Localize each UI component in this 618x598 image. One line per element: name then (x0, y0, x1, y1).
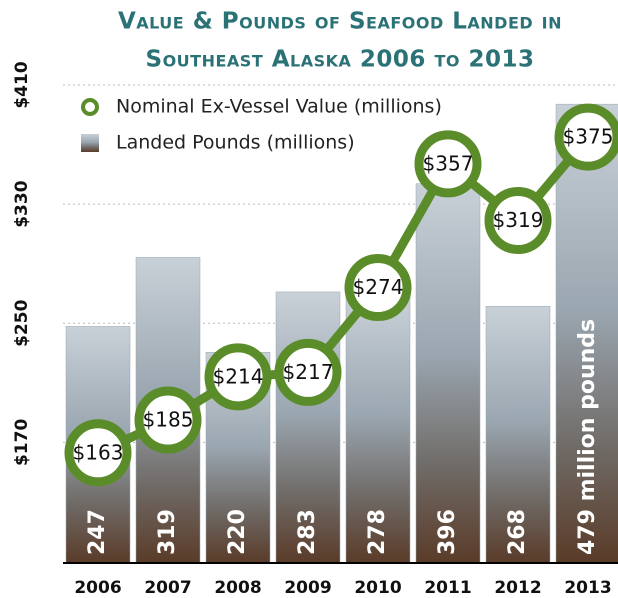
bar-label: 278 (365, 509, 390, 555)
point-label: $217 (283, 360, 334, 384)
line-point (64, 419, 132, 487)
line-point (134, 386, 202, 454)
chart-title: Value & Pounds of Seafood Landed in (118, 9, 562, 35)
bar-label: 220 (225, 509, 250, 555)
bar-label: 396 (435, 509, 460, 555)
x-tick-label: 2010 (354, 578, 401, 598)
y-tick-label: $250 (12, 299, 32, 346)
y-tick-label: $330 (12, 180, 32, 227)
point-label: $375 (563, 125, 614, 149)
bar-label: 479 million pounds (575, 319, 600, 555)
bar (415, 183, 481, 564)
point-label: $357 (423, 151, 474, 175)
x-tick-label: 2006 (74, 578, 121, 598)
x-tick-label: 2012 (494, 578, 541, 598)
y-tick-label: $410 (12, 61, 32, 108)
x-tick-label: 2013 (564, 578, 611, 598)
bar-label: 319 (155, 509, 180, 555)
legend-icon (81, 98, 99, 116)
legend-icon (81, 134, 99, 152)
y-tick-label: $170 (12, 419, 32, 466)
legend-label: Landed Pounds (millions) (116, 132, 355, 154)
bar-label: 268 (505, 509, 530, 555)
bar (345, 296, 411, 564)
line-point (484, 187, 552, 255)
line-point (204, 343, 272, 411)
bar (555, 103, 618, 564)
chart-title: Southeast Alaska 2006 to 2013 (146, 47, 535, 73)
legend-label: Nominal Ex-Vessel Value (millions) (116, 96, 442, 118)
point-label: $214 (213, 364, 264, 388)
point-label: $163 (73, 440, 124, 464)
line-point (554, 103, 618, 171)
bar (275, 291, 341, 564)
line-point (414, 130, 482, 198)
bar-label: 283 (295, 509, 320, 555)
x-tick-label: 2009 (284, 578, 331, 598)
point-label: $319 (493, 208, 544, 232)
point-label: $185 (143, 408, 194, 432)
x-tick-label: 2007 (144, 578, 191, 598)
x-tick-label: 2011 (424, 578, 471, 598)
bar (485, 306, 551, 564)
line-point (274, 338, 342, 406)
line-point (344, 254, 412, 322)
bar-label: 247 (85, 509, 110, 555)
point-label: $274 (353, 275, 404, 299)
x-tick-label: 2008 (214, 578, 261, 598)
